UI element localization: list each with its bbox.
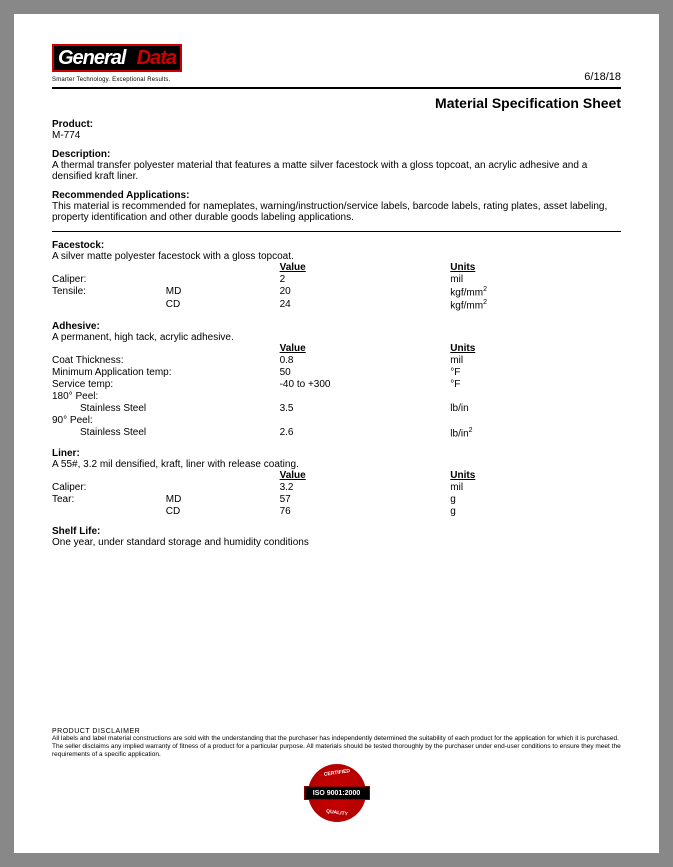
logo: General Data Smarter Technology. Excepti…	[52, 44, 182, 83]
table-row: Caliper:3.2mil	[52, 482, 621, 494]
description-block: Description: A thermal transfer polyeste…	[52, 149, 621, 182]
recommended-block: Recommended Applications: This material …	[52, 190, 621, 223]
table-row: Tensile:MD20kgf/mm2	[52, 286, 621, 299]
adhesive-block: Adhesive: A permanent, high tack, acryli…	[52, 321, 621, 440]
units-header: Units	[450, 470, 621, 482]
divider	[52, 231, 621, 232]
table-row: Minimum Application temp:50°F	[52, 367, 621, 379]
liner-block: Liner: A 55#, 3.2 mil densified, kraft, …	[52, 448, 621, 518]
value-header: Value	[280, 262, 451, 274]
value-header: Value	[280, 343, 451, 355]
logo-text-data: Data	[137, 47, 176, 70]
facestock-block: Facestock: A silver matte polyester face…	[52, 240, 621, 313]
description-text: A thermal transfer polyester material th…	[52, 160, 621, 182]
table-row: Caliper:2mil	[52, 274, 621, 286]
certification-badge-wrap: CERTIFIED ISO 9001:2000 QUALITY	[52, 764, 621, 825]
shelf-label: Shelf Life:	[52, 526, 621, 537]
units-header: Units	[450, 262, 621, 274]
logo-text-general: General	[58, 47, 125, 70]
facestock-desc: A silver matte polyester facestock with …	[52, 251, 621, 262]
units-header: Units	[450, 343, 621, 355]
table-row: Stainless Steel2.6lb/in2	[52, 427, 621, 440]
certification-badge-icon: CERTIFIED ISO 9001:2000 QUALITY	[308, 764, 366, 822]
logo-box: General Data	[52, 44, 182, 72]
document-date: 6/18/18	[584, 71, 621, 83]
table-row: Stainless Steel3.5lb/in	[52, 403, 621, 415]
value-header: Value	[280, 470, 451, 482]
disclaimer-label: PRODUCT DISCLAIMER	[52, 728, 621, 735]
recommended-text: This material is recommended for namepla…	[52, 201, 621, 223]
table-row: CD76g	[52, 506, 621, 518]
shelf-block: Shelf Life: One year, under standard sto…	[52, 526, 621, 548]
product-block: Product: M-774	[52, 119, 621, 141]
recommended-label: Recommended Applications:	[52, 190, 621, 201]
badge-mid-text: ISO 9001:2000	[304, 786, 370, 800]
shelf-text: One year, under standard storage and hum…	[52, 537, 621, 548]
logo-tagline: Smarter Technology. Exceptional Results.	[52, 77, 182, 83]
liner-desc: A 55#, 3.2 mil densified, kraft, liner w…	[52, 459, 621, 470]
document-page: General Data Smarter Technology. Excepti…	[0, 0, 673, 867]
facestock-label: Facestock:	[52, 240, 621, 251]
product-label: Product:	[52, 119, 621, 130]
product-value: M-774	[52, 130, 621, 141]
table-row: Coat Thickness:0.8mil	[52, 355, 621, 367]
table-row: Service temp:-40 to +300°F	[52, 379, 621, 391]
adhesive-table: ValueUnits Coat Thickness:0.8mil Minimum…	[52, 343, 621, 440]
adhesive-label: Adhesive:	[52, 321, 621, 332]
table-row: 180° Peel:	[52, 391, 621, 403]
liner-table: ValueUnits Caliper:3.2mil Tear:MD57g CD7…	[52, 470, 621, 518]
table-row: 90° Peel:	[52, 415, 621, 427]
facestock-table: ValueUnits Caliper:2mil Tensile:MD20kgf/…	[52, 262, 621, 313]
disclaimer-text: All labels and label material constructi…	[52, 735, 621, 758]
table-row: Tear:MD57g	[52, 494, 621, 506]
description-label: Description:	[52, 149, 621, 160]
table-row: CD24kgf/mm2	[52, 299, 621, 312]
header: General Data Smarter Technology. Excepti…	[52, 44, 621, 89]
liner-label: Liner:	[52, 448, 621, 459]
document-title: Material Specification Sheet	[52, 95, 621, 111]
adhesive-desc: A permanent, high tack, acrylic adhesive…	[52, 332, 621, 343]
